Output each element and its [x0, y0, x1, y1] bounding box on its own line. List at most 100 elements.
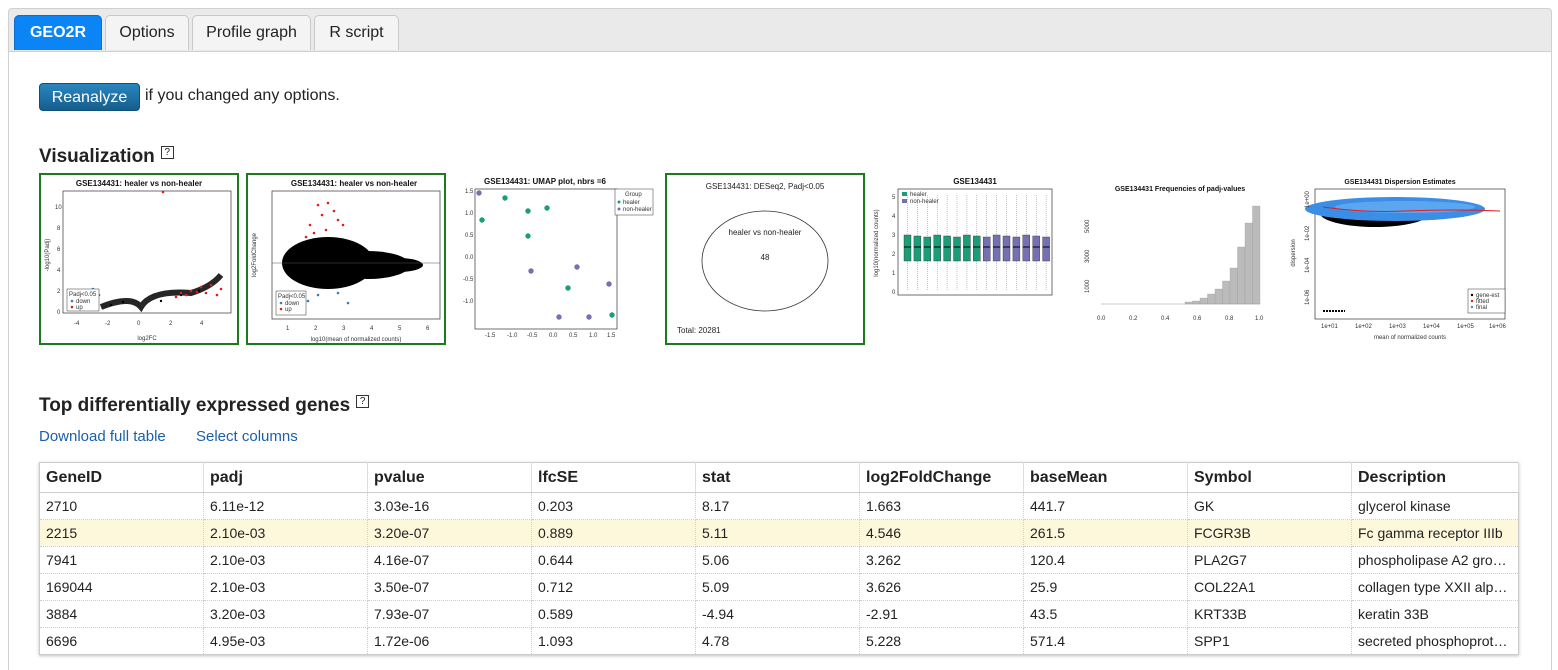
table-cell: 5.09 — [695, 573, 860, 601]
svg-text:-1.0: -1.0 — [507, 333, 518, 339]
table-cell: 5.228 — [859, 627, 1024, 655]
tab-geo2r[interactable]: GEO2R — [14, 15, 102, 50]
table-cell: 4.546 — [859, 519, 1024, 547]
download-full-table-link[interactable]: Download full table — [39, 428, 166, 445]
svg-text:0.2: 0.2 — [1129, 316, 1138, 322]
boxplot-box — [973, 235, 981, 262]
svg-text:5: 5 — [398, 326, 402, 332]
table-cell: 4.95e-03 — [203, 627, 368, 655]
svg-text:2: 2 — [892, 252, 896, 258]
svg-text:0.8: 0.8 — [1225, 316, 1234, 322]
svg-text:3000: 3000 — [1085, 249, 1091, 263]
table-cell: 0.589 — [531, 600, 696, 628]
table-cell: 3.262 — [859, 546, 1024, 574]
dispersion-plot-thumbnail[interactable]: GSE134431 Dispersion Estimates gene-est … — [1285, 173, 1510, 341]
svg-text:3: 3 — [892, 233, 896, 239]
tab-profile-graph[interactable]: Profile graph — [192, 15, 311, 50]
help-icon[interactable]: ? — [356, 395, 370, 408]
boxplot-box — [1022, 234, 1031, 262]
column-header-log2foldchange[interactable]: log2FoldChange — [859, 462, 1024, 493]
volcano-legend-up: up — [76, 305, 83, 311]
svg-text:1.5: 1.5 — [465, 189, 474, 195]
column-header-geneid[interactable]: GeneID — [39, 462, 204, 493]
column-header-padj[interactable]: padj — [203, 462, 368, 493]
table-row[interactable]: 2710 6.11e-12 3.03e-16 0.203 8.17 1.663 441.7 G… — [39, 492, 1519, 520]
svg-text:-1.0: -1.0 — [463, 299, 474, 305]
svg-text:0: 0 — [57, 310, 61, 316]
svg-text:2: 2 — [169, 321, 173, 327]
volcano-legend-title: Padj<0.05 — [69, 292, 97, 298]
table-row[interactable]: 2215 2.10e-03 3.20e-07 0.889 5.11 4.546 261.5 F… — [39, 519, 1519, 547]
svg-text:10: 10 — [55, 205, 62, 211]
svg-text:1.5: 1.5 — [607, 333, 616, 339]
table-cell: 441.7 — [1023, 492, 1188, 520]
ma-legend-title: Padj<0.05 — [278, 294, 306, 300]
svg-text:-2: -2 — [105, 321, 111, 327]
boxplot-title: GSE134431 — [953, 177, 997, 186]
table-cell: 7.93e-07 — [367, 600, 532, 628]
reanalyze-button[interactable]: Reanalyze — [39, 83, 140, 111]
venn-label: healer vs non-healer — [729, 228, 802, 237]
svg-text:1e+03: 1e+03 — [1389, 324, 1407, 330]
table-cell: 0.889 — [531, 519, 696, 547]
table-cell: Fc gamma receptor IIIb — [1351, 519, 1519, 547]
table-cell: 169044 — [39, 573, 204, 601]
table-cell: secreted phosphoprotein 1 — [1351, 627, 1519, 655]
help-icon[interactable]: ? — [160, 146, 174, 159]
ma-ylabel: log2FoldChange — [252, 232, 258, 277]
column-header-pvalue[interactable]: pvalue — [367, 462, 532, 493]
venn-total: Total: 20281 — [677, 326, 721, 335]
svg-text:0.4: 0.4 — [1161, 316, 1170, 322]
dispersion-title: GSE134431 Dispersion Estimates — [1344, 179, 1455, 186]
volcano-plot-thumbnail[interactable]: GSE134431: healer vs non-healer Padj<0.0… — [39, 173, 239, 345]
ma-xlabel: log10(mean of normalized counts) — [311, 337, 402, 343]
svg-text:0.0: 0.0 — [465, 255, 474, 261]
deg-heading: Top differentially expressed genes? — [39, 395, 370, 417]
table-cell: phospholipase A2 group VII — [1351, 546, 1519, 574]
table-cell: COL22A1 — [1187, 573, 1352, 601]
table-cell: 6.11e-12 — [203, 492, 368, 520]
histogram-thumbnail[interactable]: GSE134431 Frequencies of padj-values 0.0… — [1075, 173, 1275, 341]
boxplot-thumbnail[interactable]: GSE134431 healer non-healer 5 4 3 2 1 0 log10… — [870, 173, 1060, 341]
boxplot-box — [963, 234, 971, 262]
table-row[interactable]: 3884 3.20e-03 7.93e-07 0.589 -4.94 -2.91 43.5 K… — [39, 600, 1519, 628]
boxplot-box — [913, 235, 922, 262]
svg-text:1e-02: 1e-02 — [1305, 225, 1311, 241]
table-row[interactable]: 6696 4.95e-03 1.72e-06 1.093 4.78 5.228 571.4 S… — [39, 627, 1519, 655]
column-header-symbol[interactable]: Symbol — [1187, 462, 1352, 493]
svg-text:6: 6 — [426, 326, 430, 332]
boxplot-box — [943, 235, 951, 262]
svg-text:5: 5 — [892, 195, 896, 201]
svg-text:1e+04: 1e+04 — [1423, 324, 1441, 330]
table-cell: keratin 33B — [1351, 600, 1519, 628]
table-cell: 3.50e-07 — [367, 573, 532, 601]
umap-plot-thumbnail[interactable]: GSE134431: UMAP plot, nbrs =6 Group heal… — [455, 173, 655, 341]
dispersion-legend-geneest: gene-est — [1476, 293, 1500, 299]
select-columns-link[interactable]: Select columns — [196, 428, 298, 445]
table-row[interactable]: 169044 2.10e-03 3.50e-07 0.712 5.09 3.626 25.9… — [39, 573, 1519, 601]
table-row[interactable]: 7941 2.10e-03 4.16e-07 0.644 5.06 3.262 120.4 P… — [39, 546, 1519, 574]
ma-plot-thumbnail[interactable]: GSE134431: healer vs non-healer Padj<0.0… — [246, 173, 446, 345]
svg-text:5000: 5000 — [1085, 219, 1091, 233]
svg-text:1e-06: 1e-06 — [1305, 289, 1311, 305]
column-header-basemean[interactable]: baseMean — [1023, 462, 1188, 493]
svg-text:1.0: 1.0 — [465, 211, 474, 217]
tab-options[interactable]: Options — [105, 15, 189, 50]
table-cell: GK — [1187, 492, 1352, 520]
svg-text:4: 4 — [200, 321, 204, 327]
column-header-lfcse[interactable]: lfcSE — [531, 462, 696, 493]
table-cell: 2.10e-03 — [203, 573, 368, 601]
volcano-legend-down: down — [76, 299, 90, 305]
tab-bar: GEO2R Options Profile graph R script — [8, 8, 1552, 52]
ma-title: GSE134431: healer vs non-healer — [291, 179, 417, 188]
boxplot-legend-healer: healer — [910, 192, 927, 198]
svg-text:-0.5: -0.5 — [527, 333, 538, 339]
column-header-description[interactable]: Description — [1351, 462, 1519, 493]
svg-text:1e-04: 1e-04 — [1305, 257, 1311, 273]
svg-text:2: 2 — [314, 326, 318, 332]
table-cell: PLA2G7 — [1187, 546, 1352, 574]
venn-diagram-thumbnail[interactable]: GSE134431: DESeq2, Padj<0.05 healer vs n… — [665, 173, 865, 345]
dispersion-ylabel: dispersion — [1291, 239, 1297, 266]
column-header-stat[interactable]: stat — [695, 462, 860, 493]
tab-r-script[interactable]: R script — [314, 15, 399, 50]
